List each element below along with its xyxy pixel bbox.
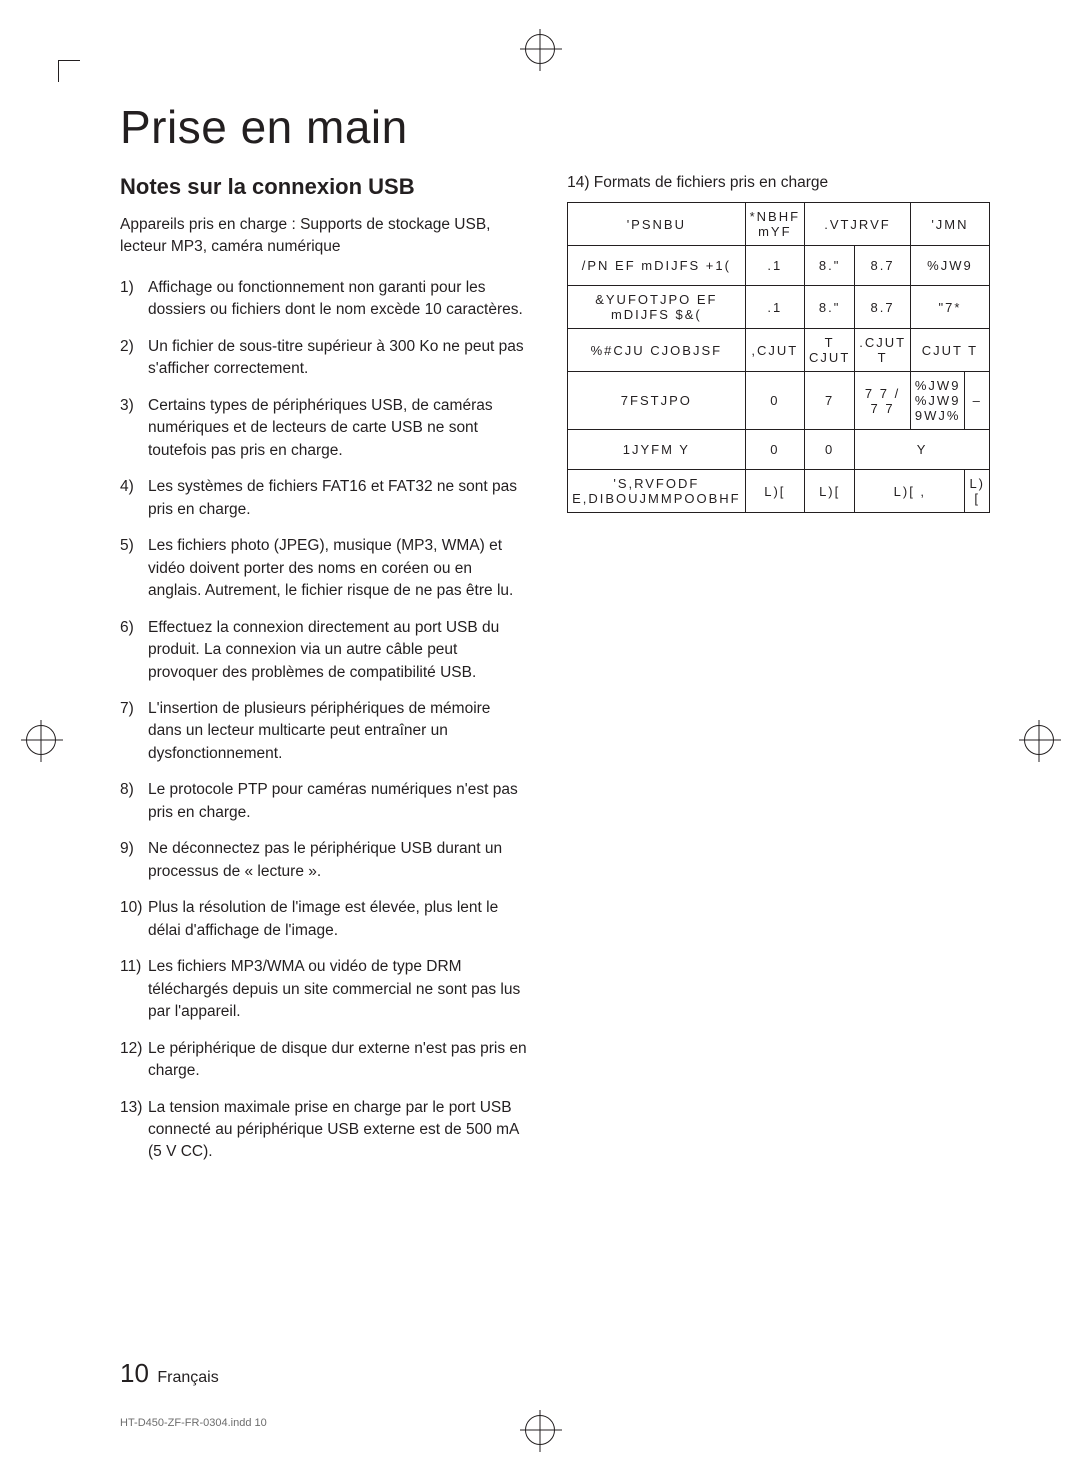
table-cell: L)[	[805, 470, 855, 513]
table-cell: 8."	[805, 286, 855, 329]
table-cell: 7	[805, 372, 855, 430]
list-item: 12)Le périphérique de disque dur externe…	[120, 1038, 527, 1083]
notes-list: 1)Affichage ou fonctionnement non garant…	[120, 277, 527, 1164]
table-cell: %JW9 %JW9 9WJ%	[910, 372, 965, 430]
list-item: 11)Les fichiers MP3/WMA ou vidéo de type…	[120, 956, 527, 1023]
table-cell: 0	[745, 430, 804, 470]
table-cell: L)[	[745, 470, 804, 513]
list-item: 9)Ne déconnectez pas le périphérique USB…	[120, 838, 527, 883]
table-header-cell: .VTJRVF	[805, 203, 911, 246]
list-item: 13)La tension maximale prise en charge p…	[120, 1097, 527, 1164]
table-cell: "7*	[910, 286, 989, 329]
table-cell: 8.7	[855, 246, 911, 286]
table-cell: .CJUT T	[855, 329, 911, 372]
table-header-cell: 'JMN	[910, 203, 989, 246]
registration-mark-icon	[26, 725, 56, 755]
table-cell: %#CJU CJOBJSF	[568, 329, 746, 372]
table-caption: 14) Formats de fichiers pris en charge	[567, 174, 990, 192]
table-row: /PN EF mDIJFS +1( .1 8." 8.7 %JW9	[568, 246, 990, 286]
table-cell: .1	[745, 246, 804, 286]
table-row: 'S,RVFODF E,DIBOUJMMPOOBHF L)[ L)[ L)[ ,…	[568, 470, 990, 513]
list-item: 8)Le protocole PTP pour caméras numériqu…	[120, 779, 527, 824]
list-item: 1)Affichage ou fonctionnement non garant…	[120, 277, 527, 322]
table-cell: CJUT T	[910, 329, 989, 372]
table-cell: Y	[855, 430, 990, 470]
indd-footer: HT-D450-ZF-FR-0304.indd 10	[120, 1417, 267, 1429]
table-header-cell: *NBHF mYF	[745, 203, 804, 246]
page-title: Prise en main	[120, 100, 990, 154]
page-language: Français	[157, 1369, 218, 1386]
table-row: 1JYFM Y 0 0 Y	[568, 430, 990, 470]
table-cell: 1JYFM Y	[568, 430, 746, 470]
list-item: 7)L'insertion de plusieurs périphériques…	[120, 698, 527, 765]
table-cell: T CJUT	[805, 329, 855, 372]
table-cell: %JW9	[910, 246, 989, 286]
table-cell: 7 7 / 7 7	[855, 372, 911, 430]
left-column: Notes sur la connexion USB Appareils pri…	[120, 174, 527, 1178]
table-cell: 7FSTJPO	[568, 372, 746, 430]
list-item: 4)Les systèmes de fichiers FAT16 et FAT3…	[120, 476, 527, 521]
list-item: 6)Effectuez la connexion directement au …	[120, 617, 527, 684]
list-item: 3)Certains types de périphériques USB, d…	[120, 395, 527, 462]
formats-table: 'PSNBU *NBHF mYF .VTJRVF 'JMN /PN EF mDI…	[567, 202, 990, 513]
right-column: 14) Formats de fichiers pris en charge '…	[567, 174, 990, 1178]
table-cell: L)[	[965, 470, 990, 513]
table-row: &YUFOTJPO EF mDIJFS $&( .1 8." 8.7 "7*	[568, 286, 990, 329]
registration-mark-icon	[1024, 725, 1054, 755]
table-header-cell: 'PSNBU	[568, 203, 746, 246]
table-row: %#CJU CJOBJSF ,CJUT T CJUT .CJUT T CJUT …	[568, 329, 990, 372]
list-item: 5)Les fichiers photo (JPEG), musique (MP…	[120, 535, 527, 602]
table-cell: –	[965, 372, 990, 430]
page-number: 10	[120, 1358, 149, 1388]
table-cell: &YUFOTJPO EF mDIJFS $&(	[568, 286, 746, 329]
page: Prise en main Notes sur la connexion USB…	[0, 0, 1080, 1479]
list-item: 2)Un fichier de sous-titre supérieur à 3…	[120, 336, 527, 381]
table-cell: 8.7	[855, 286, 911, 329]
table-cell: 0	[805, 430, 855, 470]
table-cell: 0	[745, 372, 804, 430]
table-cell: ,CJUT	[745, 329, 804, 372]
intro-text: Appareils pris en charge : Supports de s…	[120, 214, 527, 259]
registration-mark-icon	[525, 1415, 555, 1445]
page-footer: 10 Français	[120, 1358, 219, 1389]
table-cell: 'S,RVFODF E,DIBOUJMMPOOBHF	[568, 470, 746, 513]
table-row: 'PSNBU *NBHF mYF .VTJRVF 'JMN	[568, 203, 990, 246]
table-cell: L)[ ,	[855, 470, 965, 513]
table-row: 7FSTJPO 0 7 7 7 / 7 7 %JW9 %JW9 9WJ% –	[568, 372, 990, 430]
crop-mark	[58, 60, 59, 82]
content-columns: Notes sur la connexion USB Appareils pri…	[120, 174, 990, 1178]
section-subtitle: Notes sur la connexion USB	[120, 174, 527, 200]
table-cell: .1	[745, 286, 804, 329]
table-cell: /PN EF mDIJFS +1(	[568, 246, 746, 286]
crop-mark	[58, 60, 80, 61]
table-cell: 8."	[805, 246, 855, 286]
list-item: 10)Plus la résolution de l'image est éle…	[120, 897, 527, 942]
registration-mark-icon	[525, 34, 555, 64]
